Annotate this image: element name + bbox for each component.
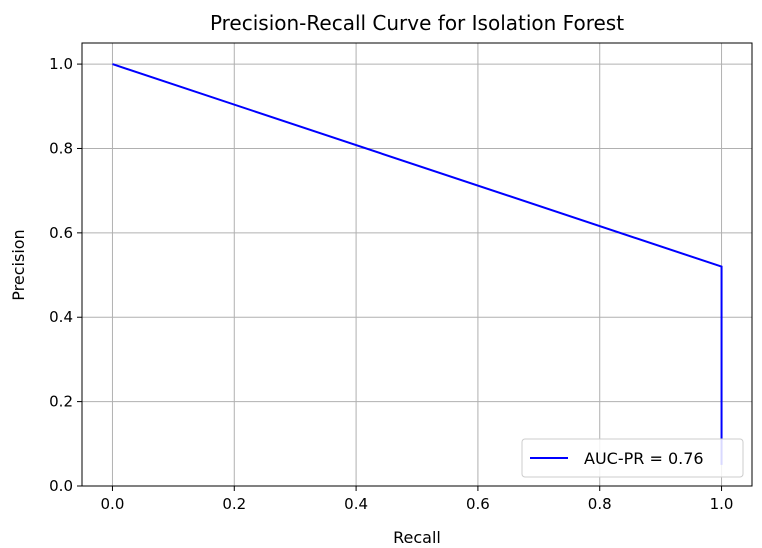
x-tick-label: 0.0	[101, 495, 125, 513]
legend-entry-label: AUC-PR = 0.76	[584, 449, 704, 468]
series-line-0	[112, 63, 723, 465]
y-tick-label: 0.0	[49, 477, 73, 495]
x-tick-label: 0.2	[222, 495, 246, 513]
x-tick-label: 0.4	[344, 495, 368, 513]
series-lines	[112, 63, 723, 465]
plot-frame	[81, 42, 753, 487]
x-tick-label: 0.8	[588, 495, 612, 513]
y-tick-label: 0.6	[49, 224, 73, 242]
chart-title: Precision-Recall Curve for Isolation For…	[210, 11, 624, 35]
y-axis-label: Precision	[9, 229, 28, 300]
grid-lines	[82, 43, 752, 487]
y-tick-label: 0.8	[49, 139, 73, 157]
y-tick-label: 0.2	[49, 393, 73, 411]
legend: AUC-PR = 0.76	[521, 438, 744, 478]
y-tick-label: 1.0	[49, 55, 73, 73]
y-axis-ticks: 0.0 0.2 0.4 0.6 0.8 1.0	[49, 55, 82, 495]
plot-background	[82, 43, 752, 486]
legend-box	[521, 438, 744, 478]
x-tick-label: 1.0	[710, 495, 734, 513]
y-tick-label: 0.4	[49, 308, 73, 326]
x-axis-ticks: 0.0 0.2 0.4 0.6 0.8 1.0	[101, 486, 734, 513]
x-axis-label: Recall	[393, 528, 441, 547]
x-tick-label: 0.6	[466, 495, 490, 513]
